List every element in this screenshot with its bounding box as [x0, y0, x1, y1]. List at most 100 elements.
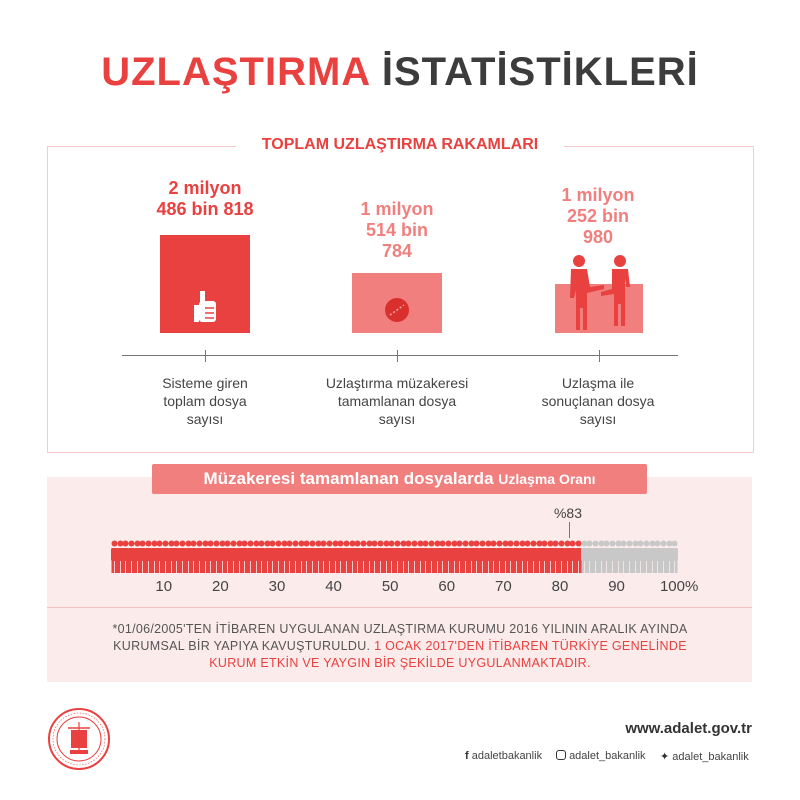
- bar-negotiated: [352, 273, 442, 333]
- person-icon-filled: [144, 540, 153, 574]
- handshake-icon: [570, 255, 630, 330]
- desc-reconciled-line1: Uzlaşma ile: [561, 375, 635, 391]
- footnote-line2-red: 1 OCAK 2017'DEN İTİBAREN TÜRKİYE GENELİN…: [370, 639, 687, 653]
- scale-label: 80: [551, 578, 569, 595]
- rate-panel: [47, 477, 752, 682]
- person-icon-empty: [642, 540, 651, 574]
- person-icon-filled: [399, 540, 408, 574]
- desc-negotiated-line3: sayısı: [378, 411, 416, 427]
- twitter-link[interactable]: ✦ adalet_bakanlik: [660, 750, 749, 763]
- instagram-icon: [556, 750, 566, 760]
- stat-negotiated-line2: 514 bin: [365, 220, 429, 240]
- stat-reconciled-line1: 1 milyon: [561, 185, 635, 205]
- person-icon-filled: [240, 540, 249, 574]
- person-icon-filled: [433, 540, 442, 574]
- rate-heading-main: Müzakeresi tamamlanan dosyalarda: [203, 469, 494, 488]
- stat-total-line2: 486 bin 818: [156, 199, 254, 219]
- person-icon-filled: [184, 540, 193, 574]
- stat-reconciled-line2: 252 bin: [566, 206, 630, 226]
- person-icon-filled: [353, 540, 362, 574]
- baseline-axis: [122, 355, 678, 356]
- person-icon-empty: [670, 540, 679, 574]
- person-icon-filled: [540, 540, 549, 574]
- person-icon-empty: [636, 540, 645, 574]
- person-icon-filled: [557, 540, 566, 574]
- person-icon-empty: [585, 540, 594, 574]
- person-icon-filled: [212, 540, 221, 574]
- person-icon-filled: [172, 540, 181, 574]
- website-link[interactable]: www.adalet.gov.tr: [625, 720, 752, 737]
- person-icon-filled: [427, 540, 436, 574]
- person-icon-filled: [348, 540, 357, 574]
- person-icon-filled: [280, 540, 289, 574]
- person-icon-filled: [438, 540, 447, 574]
- facebook-icon: f: [465, 750, 469, 762]
- person-icon-empty: [619, 540, 628, 574]
- person-icon-filled: [546, 540, 555, 574]
- stat-total-value: 2 milyon 486 bin 818: [105, 178, 305, 220]
- facebook-link[interactable]: f adaletbakanlik: [465, 750, 542, 762]
- person-icon-filled: [450, 540, 459, 574]
- person-icon-filled: [121, 540, 130, 574]
- person-icon-filled: [319, 540, 328, 574]
- person-icon-empty: [614, 540, 623, 574]
- person-icon-filled: [467, 540, 476, 574]
- scale-label: 90: [608, 578, 625, 595]
- ministry-seal-icon: [48, 708, 110, 770]
- person-icon-empty: [648, 540, 657, 574]
- person-icon-filled: [257, 540, 266, 574]
- person-icon-filled: [512, 540, 521, 574]
- person-icon-filled: [116, 540, 125, 574]
- bar-total: [160, 235, 250, 333]
- person-icon-filled: [263, 540, 272, 574]
- person-icon-filled: [285, 540, 294, 574]
- person-icon-filled: [359, 540, 368, 574]
- person-icon-filled: [189, 540, 198, 574]
- person-icon-filled: [138, 540, 147, 574]
- person-icon-filled: [529, 540, 538, 574]
- person-icon-filled: [302, 540, 311, 574]
- person-icon-filled: [167, 540, 176, 574]
- person-icon-filled: [314, 540, 323, 574]
- axis-tick: [397, 350, 398, 362]
- person-icon-filled: [268, 540, 277, 574]
- person-icon-empty: [631, 540, 640, 574]
- desc-total-line1: Sisteme giren: [162, 375, 248, 391]
- desc-total: Sisteme giren toplam dosya sayısı: [105, 374, 305, 428]
- person-icon-empty: [591, 540, 600, 574]
- desc-reconciled: Uzlaşma ile sonuçlanan dosya sayısı: [498, 374, 698, 428]
- person-icon-filled: [325, 540, 334, 574]
- person-icon-filled: [387, 540, 396, 574]
- stat-reconciled-value: 1 milyon 252 bin 980: [498, 185, 698, 248]
- person-icon-filled: [421, 540, 430, 574]
- person-icon-filled: [523, 540, 532, 574]
- person-icon-filled: [155, 540, 164, 574]
- desc-negotiated-line1: Uzlaştırma müzakeresi: [325, 375, 469, 391]
- scale-label: 10: [155, 578, 173, 595]
- bar-reconciled: [555, 284, 643, 333]
- person-icon-filled: [444, 540, 453, 574]
- person-icon-filled: [331, 540, 340, 574]
- instagram-link[interactable]: adalet_bakanlik: [556, 750, 646, 762]
- person-icon-filled: [489, 540, 498, 574]
- person-icon-filled: [201, 540, 210, 574]
- person-icon-filled: [308, 540, 317, 574]
- page-title: UZLAŞTIRMA İSTATİSTİKLERİ: [0, 50, 800, 95]
- person-icon-empty: [602, 540, 611, 574]
- desc-total-line2: toplam dosya: [163, 393, 247, 409]
- stat-reconciled-line3: 980: [582, 227, 614, 247]
- rate-percent-label: %83: [553, 505, 583, 521]
- person-icon-filled: [376, 540, 385, 574]
- person-icon-filled: [133, 540, 142, 574]
- person-icon-filled: [501, 540, 510, 574]
- rate-heading-small: Uzlaşma Oranı: [498, 471, 596, 487]
- axis-tick: [205, 350, 206, 362]
- person-icon-filled: [410, 540, 419, 574]
- person-icon-filled: [235, 540, 244, 574]
- person-icon-filled: [365, 540, 374, 574]
- person-icon-empty: [659, 540, 668, 574]
- scale-label: 20: [212, 578, 229, 595]
- scale-label: 70: [495, 578, 512, 595]
- scale-label: 100%: [659, 578, 699, 595]
- person-icon-filled: [336, 540, 345, 574]
